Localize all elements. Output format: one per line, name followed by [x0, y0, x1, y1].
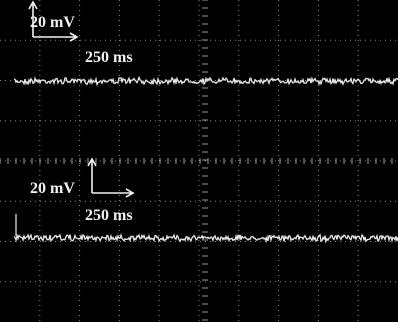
- voltage-label: 20 mV: [30, 180, 75, 197]
- time-label: 250 ms: [85, 207, 133, 224]
- voltage-label: 20 mV: [30, 14, 75, 31]
- time-label: 250 ms: [85, 49, 133, 66]
- oscilloscope-screen: 20 mV 250 ms 20 mV 250 ms: [0, 0, 398, 322]
